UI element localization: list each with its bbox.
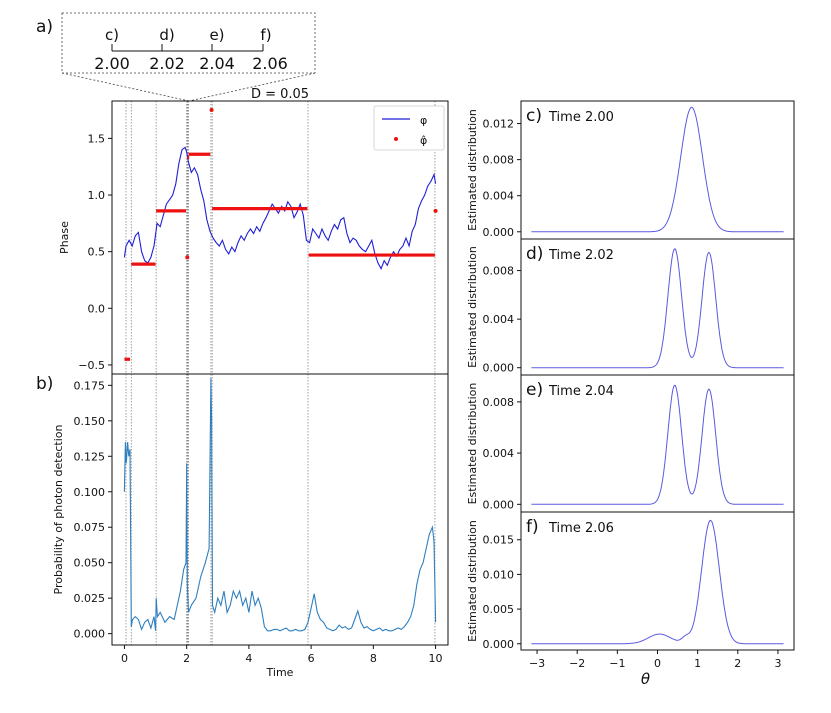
x-tick-label: 6 xyxy=(308,652,315,665)
series-phi-hat-point xyxy=(433,208,438,213)
x-tick-label: 3 xyxy=(774,657,781,670)
y-tick-label: 0.004 xyxy=(483,447,515,460)
panel-label-e: e) xyxy=(526,380,543,400)
y-tick-label: 0.000 xyxy=(74,628,106,641)
y-tick-label: 0.005 xyxy=(483,603,515,616)
inset-tick-label: 2.02 xyxy=(149,54,185,73)
chart-title: Time 2.04 xyxy=(548,384,614,399)
y-axis-label: Estimated distribution xyxy=(466,246,479,368)
x-axis-label: θ xyxy=(641,670,650,688)
y-tick-label: 0.075 xyxy=(74,521,106,534)
inset-marker-c: c) xyxy=(105,26,119,44)
chart-probability: 0.000 0.025 0.050 0.075 0.100 0.125 0.150 0.175… xyxy=(52,373,449,679)
chart-dist-e: 0.000 0.004 0.008 Estimated distribution e) T… xyxy=(466,374,795,513)
chart-phase: −0.5 0.0 0.5 1.0 1.5 Phase D = 0.05 φ φ̂ xyxy=(58,87,449,375)
panel-label-f: f) xyxy=(526,517,539,537)
plot-frame xyxy=(520,511,795,651)
inset-marker-d: d) xyxy=(159,26,174,44)
y-axis-label: Estimated distribution xyxy=(466,520,479,642)
panel-label-c: c) xyxy=(526,106,542,126)
y-tick-label: 0.004 xyxy=(483,313,515,326)
legend-box xyxy=(373,105,445,151)
density-line xyxy=(531,248,784,369)
density-line xyxy=(531,384,784,505)
inset-tick-label: 2.00 xyxy=(94,54,130,73)
series-phi-line xyxy=(123,146,437,271)
y-tick-label: 0.012 xyxy=(483,118,515,131)
series-phi-hat-point xyxy=(209,108,214,113)
chart-title: D = 0.05 xyxy=(251,87,309,102)
y-tick-label: 0.008 xyxy=(483,396,515,409)
x-tick-label: 4 xyxy=(245,652,252,665)
chart-title: Time 2.02 xyxy=(548,248,614,263)
y-tick-label: 0.050 xyxy=(74,557,106,570)
inset-connector-left xyxy=(61,72,190,102)
chart-dist-d: 0.000 0.004 0.008 Estimated distribution d) T… xyxy=(466,238,795,376)
chart-title: Time 2.06 xyxy=(548,521,614,536)
x-tick-label: −2 xyxy=(569,657,585,670)
y-tick-label: 0.5 xyxy=(88,246,106,259)
chart-title: Time 2.00 xyxy=(548,110,614,125)
y-tick-label: 0.008 xyxy=(483,265,515,278)
y-tick-label: 0.000 xyxy=(483,638,515,651)
y-tick-label: 0.004 xyxy=(483,190,515,203)
y-tick-label: 0.100 xyxy=(74,486,106,499)
x-tick-label: −1 xyxy=(609,657,625,670)
y-tick-label: 0.010 xyxy=(483,568,515,581)
y-axis-label: Phase xyxy=(58,221,71,254)
y-tick-label: 0.0 xyxy=(88,302,106,315)
x-tick-label: 0 xyxy=(121,652,128,665)
y-tick-label: 0.000 xyxy=(483,226,515,239)
y-tick-label: 0.000 xyxy=(483,362,515,375)
x-tick-label: 1 xyxy=(694,657,701,670)
y-tick-label: 0.175 xyxy=(74,379,106,392)
y-axis-label: Probability of photon detection xyxy=(52,425,65,595)
inset-tick-label: 2.06 xyxy=(252,54,288,73)
x-tick-label: −3 xyxy=(529,657,545,670)
inset-tick-label: 2.04 xyxy=(199,54,235,73)
chart-dist-f: 0.000 0.005 0.010 0.015 −3 −2 −1 0 1 2 3 Estimated … xyxy=(466,511,795,688)
x-tick-label: 8 xyxy=(370,652,377,665)
x-axis-label: Time xyxy=(266,666,294,679)
series-phi-hat-point xyxy=(185,255,190,260)
y-tick-label: −0.5 xyxy=(78,359,105,372)
density-line xyxy=(531,106,784,233)
density-line xyxy=(531,519,784,645)
y-axis-label: Estimated distribution xyxy=(466,383,479,505)
panel-label-d: d) xyxy=(526,244,543,264)
x-tick-label: 2 xyxy=(183,652,190,665)
series-probability-line xyxy=(123,378,437,632)
plot-frame xyxy=(111,373,449,646)
inset-marker-e: e) xyxy=(209,26,224,44)
legend-swatch-phi-hat xyxy=(394,137,398,141)
x-tick-label: 2 xyxy=(734,657,741,670)
legend-label-phi: φ xyxy=(420,114,427,127)
inset-zoom: c) d) e) f) 2.00 2.02 2.04 2.06 xyxy=(61,12,316,102)
inset-marker-f: f) xyxy=(260,26,271,44)
y-tick-label: 0.150 xyxy=(74,415,106,428)
x-tick-label: 10 xyxy=(429,652,443,665)
x-tick-label: 0 xyxy=(654,657,661,670)
y-tick-label: 0.125 xyxy=(74,450,106,463)
y-tick-label: 1.5 xyxy=(88,132,106,145)
panel-label-b: b) xyxy=(36,374,53,394)
inset-box xyxy=(61,12,316,74)
chart-dist-c: 0.000 0.004 0.008 0.012 Estimated distributi… xyxy=(466,100,795,240)
y-tick-label: 0.008 xyxy=(483,154,515,167)
y-tick-label: 0.015 xyxy=(483,534,515,547)
y-tick-label: 0.025 xyxy=(74,592,106,605)
y-tick-label: 1.0 xyxy=(88,189,106,202)
y-axis-label: Estimated distribution xyxy=(466,109,479,231)
panel-label-a: a) xyxy=(36,17,53,37)
inset-connector-right xyxy=(188,72,316,102)
y-tick-label: 0.000 xyxy=(483,498,515,511)
legend-label-phi-hat: φ̂ xyxy=(420,134,427,147)
legend: φ φ̂ xyxy=(373,105,445,151)
